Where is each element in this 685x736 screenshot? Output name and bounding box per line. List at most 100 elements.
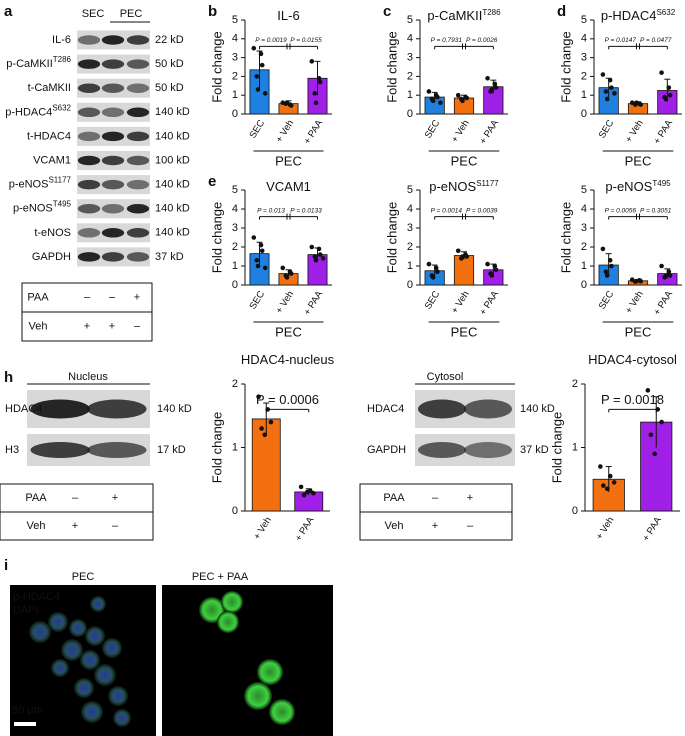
x-tick-label: + PAA xyxy=(652,118,676,147)
blot-title: Nucleus xyxy=(68,371,108,383)
scale-label: 50 μm xyxy=(12,704,43,716)
protein-label-main: GAPDH xyxy=(32,251,71,263)
size-label: 50 kD xyxy=(155,58,184,70)
data-point xyxy=(435,269,440,275)
x-tick-label: SEC xyxy=(597,118,617,141)
treatment-mark: – xyxy=(134,320,141,332)
data-point xyxy=(262,91,268,96)
chart-title-sup: T495 xyxy=(652,179,671,188)
protein-label-main: p-CaMKII xyxy=(6,58,52,70)
y-tick-label: 4 xyxy=(581,33,587,45)
data-point xyxy=(460,98,465,104)
data-point xyxy=(317,252,323,257)
panel-label: h xyxy=(4,369,13,386)
x-tick-label: + PAA xyxy=(293,515,317,544)
data-point xyxy=(284,100,290,106)
blot-band xyxy=(101,252,125,262)
data-point xyxy=(455,92,461,98)
y-tick-label: 1 xyxy=(572,441,578,453)
protein-label: IL-6 xyxy=(52,34,71,46)
data-point xyxy=(312,254,318,259)
blot-band xyxy=(30,442,90,458)
y-tick-label: 5 xyxy=(581,14,587,26)
data-point xyxy=(317,79,323,85)
y-tick-label: 3 xyxy=(232,222,238,234)
y-tick-label: 2 xyxy=(407,241,413,253)
data-point xyxy=(601,483,606,488)
data-point xyxy=(493,85,499,90)
treatment-mark: + xyxy=(84,320,90,332)
blot-band xyxy=(101,155,125,166)
y-tick-label: 1 xyxy=(407,89,413,101)
data-point xyxy=(645,388,651,393)
y-tick-label: 5 xyxy=(232,14,238,26)
p-value: P = 0.0018 xyxy=(601,392,664,407)
chart-title: p-eNOSS1177 xyxy=(429,179,499,195)
x-tick-label: + Veh xyxy=(623,289,645,316)
data-point xyxy=(663,273,669,278)
x-tick-label: + Veh xyxy=(449,289,471,316)
protein-label: t-CaMKII xyxy=(28,82,71,94)
size-label: 17 kD xyxy=(157,444,186,456)
chart-title-main: p-HDAC4 xyxy=(601,8,657,23)
protein-label: p-eNOST495 xyxy=(13,199,72,214)
y-axis-label: Fold change xyxy=(384,202,399,274)
chart-title: p-eNOST495 xyxy=(605,179,671,195)
x-tick-label: + Veh xyxy=(594,515,616,542)
protein-label-main: t-HDAC4 xyxy=(27,130,71,142)
data-point xyxy=(430,275,436,280)
y-tick-label: 2 xyxy=(232,241,238,253)
data-point xyxy=(268,419,274,425)
y-tick-label: 2 xyxy=(232,70,238,82)
y-tick-label: 5 xyxy=(407,184,413,196)
x-tick-label: SEC xyxy=(247,289,267,312)
data-point xyxy=(256,394,261,400)
panel-label: b xyxy=(208,3,217,20)
treatment-mark: + xyxy=(112,492,118,504)
data-point xyxy=(320,256,326,261)
blot-band xyxy=(101,131,125,142)
group-label: PEC xyxy=(275,324,302,339)
group-label: PEC xyxy=(625,153,652,168)
data-point xyxy=(607,77,613,83)
y-tick-label: 2 xyxy=(232,378,238,390)
y-axis-label: Fold change xyxy=(558,31,573,103)
blot-band xyxy=(77,228,101,238)
size-label: 140 kD xyxy=(155,227,190,239)
group-label: PEC xyxy=(275,153,302,168)
data-point xyxy=(262,432,268,438)
protein-label-main: t-CaMKII xyxy=(28,82,71,94)
data-point xyxy=(667,92,673,98)
treatment-mark: + xyxy=(432,520,438,532)
blot-band xyxy=(418,399,466,419)
protein-label: p-CaMKIIT286 xyxy=(6,55,71,70)
protein-label: p-HDAC4S632 xyxy=(5,103,71,118)
scale-bar xyxy=(14,722,36,726)
chart-title: HDAC4-cytosol xyxy=(588,352,677,367)
blot-band xyxy=(101,228,125,238)
data-point xyxy=(316,246,322,252)
data-point xyxy=(298,484,304,490)
x-tick-label: SEC xyxy=(247,118,267,141)
group-label: PEC xyxy=(451,153,478,168)
panel-label: a xyxy=(4,3,13,20)
data-point xyxy=(288,103,294,108)
y-tick-label: 3 xyxy=(232,52,238,64)
p-value: P = 0.0147 xyxy=(605,37,637,44)
blot-band xyxy=(77,131,101,142)
y-tick-label: 0 xyxy=(407,108,413,120)
p-value: P = 0.0026 xyxy=(466,37,498,44)
data-point xyxy=(311,490,316,496)
blot-band xyxy=(77,35,101,45)
chart-title-sup: T286 xyxy=(482,8,501,17)
size-label: 140 kD xyxy=(157,403,192,415)
y-tick-label: 4 xyxy=(407,203,413,215)
data-point xyxy=(251,45,257,51)
size-label: 22 kD xyxy=(155,34,184,46)
x-tick-label: + PAA xyxy=(478,289,502,318)
blot-band xyxy=(30,399,90,419)
data-point xyxy=(659,70,664,75)
data-point xyxy=(284,275,290,280)
data-point xyxy=(460,254,465,259)
